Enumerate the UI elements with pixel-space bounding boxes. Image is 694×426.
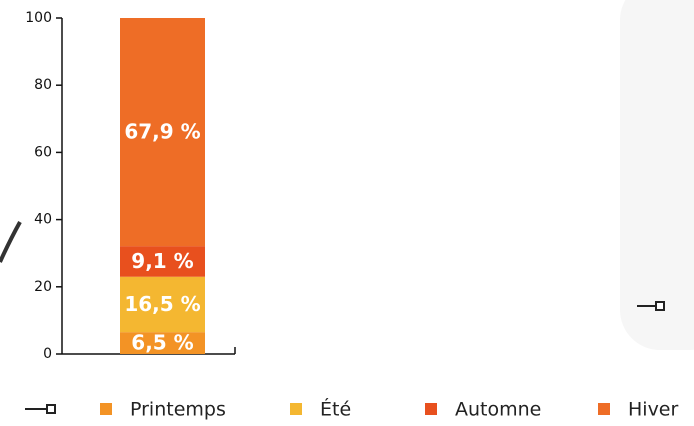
bar-segment xyxy=(120,332,205,354)
legend-label: Printemps xyxy=(130,399,226,421)
bar-segment xyxy=(120,18,205,247)
value-label: 9,1 % xyxy=(131,249,193,273)
legend-swatch xyxy=(425,403,437,415)
panel-icon xyxy=(637,301,665,311)
side-panel xyxy=(620,0,694,350)
value-label: 16,5 % xyxy=(124,292,200,316)
y-tick-label: 40 xyxy=(34,212,52,228)
legend-swatch xyxy=(598,403,610,415)
legend-label: Hiver xyxy=(628,399,678,421)
value-label: 67,9 % xyxy=(124,120,200,144)
value-label: 6,5 % xyxy=(131,331,193,355)
y-tick-label: 100 xyxy=(25,10,52,26)
legend-swatch xyxy=(290,403,302,415)
legend-swatch xyxy=(100,403,112,415)
y-tick-label: 80 xyxy=(34,77,52,93)
bar-segment xyxy=(120,246,205,277)
legend-label: Été xyxy=(320,398,351,421)
y-tick-label: 0 xyxy=(43,346,52,362)
y-tick-label: 20 xyxy=(34,279,52,295)
decor-curve xyxy=(0,221,22,263)
legend-label: Automne xyxy=(455,399,541,421)
y-tick-label: 60 xyxy=(34,144,52,160)
bar-segment xyxy=(120,276,205,333)
legend-icon xyxy=(25,404,56,414)
